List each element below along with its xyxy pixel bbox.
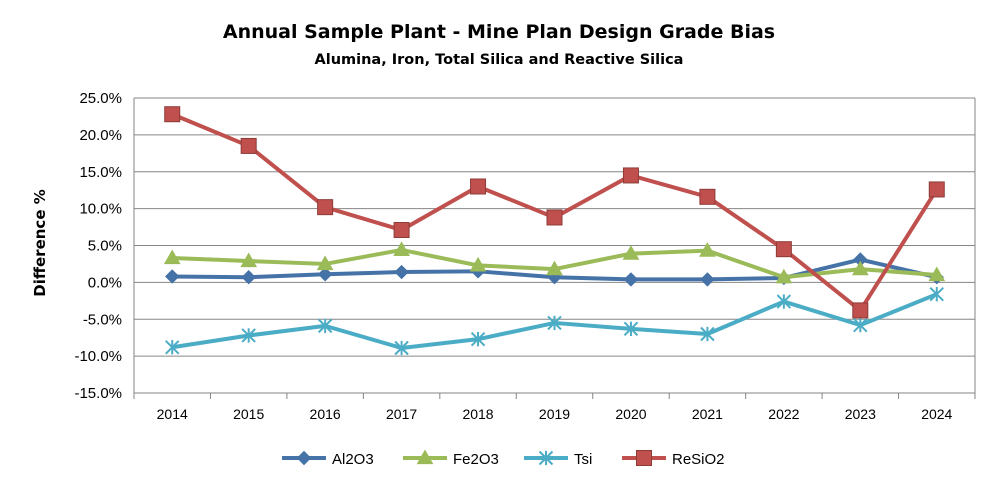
- data-point-resio2: [164, 106, 181, 123]
- x-tick-label: 2024: [921, 406, 952, 422]
- plot-area: -15.0% -10.0% -5.0% 0.0% 5.0% 10.0% 15.0% 20.0%…: [74, 90, 976, 422]
- data-point-fe2o3: [775, 268, 793, 284]
- data-point-tsi: [241, 328, 256, 343]
- data-point-tsi: [470, 331, 486, 347]
- legend-marker-tsi: [538, 450, 554, 466]
- data-point-resio2: [240, 137, 257, 154]
- data-point-resio2: [622, 167, 639, 184]
- data-point-al2o3: [317, 267, 333, 282]
- x-tick-label: 2020: [615, 406, 646, 422]
- data-point-resio2: [470, 178, 487, 195]
- x-tick-label: 2022: [768, 406, 799, 422]
- y-tick-label: 25.0%: [79, 90, 122, 107]
- x-tick-label: 2017: [386, 406, 417, 422]
- data-point-resio2: [393, 222, 410, 239]
- y-tick-label: -10.0%: [74, 348, 122, 365]
- legend: Al2O3 Fe2O3 Tsi ReSiO2: [282, 449, 725, 468]
- legend-item-tsi: Tsi: [524, 450, 592, 468]
- data-point-al2o3: [394, 264, 409, 280]
- data-point-tsi: [317, 318, 333, 334]
- data-point-fe2o3: [928, 266, 946, 282]
- data-point-fe2o3: [622, 245, 640, 260]
- data-point-fe2o3: [699, 242, 716, 257]
- data-point-tsi: [853, 317, 868, 333]
- data-point-fe2o3: [546, 260, 563, 276]
- data-point-resio2: [546, 209, 563, 226]
- data-point-al2o3: [241, 270, 256, 285]
- legend-marker-al2o3: [296, 450, 312, 466]
- legend-label: Fe2O3: [453, 451, 499, 468]
- legend-item-fe2o3: Fe2O3: [403, 449, 499, 468]
- legend-label: ReSiO2: [672, 451, 725, 468]
- data-point-fe2o3: [851, 260, 869, 276]
- data-point-tsi: [623, 321, 639, 337]
- y-tick-label: 5.0%: [88, 238, 122, 255]
- y-tick-label: 20.0%: [79, 127, 122, 144]
- x-tick-label: 2016: [310, 406, 341, 422]
- data-point-al2o3: [700, 272, 715, 287]
- data-point-tsi: [929, 286, 944, 302]
- x-tick-label: 2021: [692, 406, 723, 422]
- legend-label: Tsi: [574, 451, 592, 468]
- legend-marker-resio2: [636, 450, 652, 466]
- data-point-tsi: [547, 315, 562, 331]
- data-point-fe2o3: [240, 252, 258, 268]
- x-tick-label: 2019: [539, 406, 570, 422]
- data-point-al2o3: [165, 269, 180, 284]
- x-tick-label: 2015: [233, 406, 264, 422]
- legend-item-al2o3: Al2O3: [282, 450, 374, 468]
- y-tick-label: -15.0%: [74, 385, 122, 402]
- data-point-fe2o3: [316, 255, 334, 271]
- data-point-tsi: [700, 326, 715, 342]
- x-tick-label: 2014: [157, 406, 188, 422]
- data-point-fe2o3: [469, 256, 487, 272]
- x-tick-label: 2023: [845, 406, 876, 422]
- x-tick-label: 2018: [462, 406, 493, 422]
- y-tick-label: 10.0%: [79, 201, 122, 218]
- data-point-fe2o3: [393, 241, 410, 257]
- data-point-resio2: [928, 181, 945, 198]
- data-point-resio2: [699, 188, 716, 205]
- legend-label: Al2O3: [332, 451, 374, 468]
- data-point-fe2o3: [163, 249, 181, 265]
- chart-title: Annual Sample Plant - Mine Plan Design G…: [223, 21, 775, 43]
- data-point-tsi: [394, 340, 409, 356]
- chart-subtitle: Alumina, Iron, Total Silica and Reactive…: [315, 52, 684, 68]
- data-point-resio2: [317, 199, 334, 216]
- data-point-tsi: [776, 294, 792, 309]
- legend-item-resio2: ReSiO2: [622, 450, 725, 468]
- y-tick-label: 15.0%: [79, 164, 122, 181]
- data-point-resio2: [775, 241, 792, 258]
- y-tick-label: -5.0%: [83, 311, 122, 328]
- y-axis-label: Difference %: [31, 189, 49, 296]
- data-point-tsi: [165, 340, 180, 355]
- data-point-al2o3: [623, 272, 639, 287]
- y-tick-label: 0.0%: [88, 274, 122, 291]
- data-point-resio2: [852, 302, 869, 319]
- legend-marker-fe2o3: [416, 449, 434, 465]
